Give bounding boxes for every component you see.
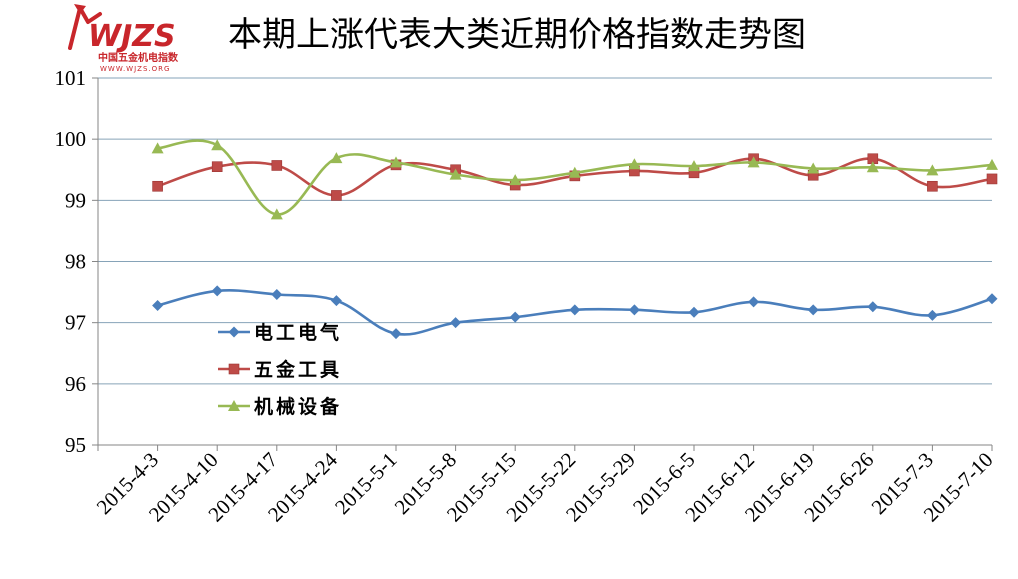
x-axis-ticks: 2015-4-32015-4-102015-4-172015-4-242015-…: [92, 447, 998, 526]
data-point: [628, 158, 641, 170]
data-point: [688, 160, 700, 172]
data-point: [152, 180, 163, 192]
legend-swatch-marker: [228, 363, 240, 375]
data-point: [747, 156, 760, 168]
data-point: [807, 162, 820, 174]
legend-item: 五金工具: [218, 358, 342, 381]
data-point: [271, 160, 283, 171]
series-3: [151, 139, 998, 220]
legend-label: 电工电气: [254, 321, 342, 344]
data-point: [866, 161, 879, 173]
series-group: [151, 139, 998, 340]
data-point: [926, 164, 939, 176]
legend-swatch-marker: [228, 400, 240, 411]
data-point: [331, 190, 342, 201]
data-point: [390, 156, 402, 168]
y-axis-ticks: 95 96 97 98 99 100 101: [55, 66, 87, 457]
data-point: [211, 139, 224, 151]
logo-arrow-icon: [68, 6, 102, 50]
data-point: [509, 174, 522, 186]
data-point: [211, 161, 223, 172]
data-point: [211, 285, 223, 297]
logo: WJZS 中国五金机电指数 WWW.WJZS.ORG: [68, 4, 179, 73]
x-tick-label: 2015-5-1: [330, 448, 401, 519]
y-tick-label: 95: [65, 433, 86, 457]
data-point: [926, 309, 938, 321]
data-point: [271, 289, 283, 301]
data-point: [986, 158, 998, 170]
legend-label: 五金工具: [254, 358, 342, 381]
data-point: [927, 180, 938, 192]
data-point: [449, 168, 462, 180]
y-tick-label: 97: [65, 311, 86, 335]
data-point: [450, 317, 462, 329]
data-point: [152, 300, 164, 312]
data-point: [390, 328, 402, 340]
axes: [92, 77, 993, 451]
y-tick-label: 96: [65, 372, 86, 396]
data-point: [867, 301, 879, 313]
data-point: [568, 166, 581, 178]
data-point: [986, 173, 998, 185]
y-tick-label: 100: [55, 127, 87, 151]
logo-subtitle: 中国五金机电指数: [98, 51, 179, 64]
data-point: [509, 311, 521, 323]
legend-item: 电工电气: [218, 321, 342, 344]
y-tick-label: 98: [65, 250, 86, 274]
data-point: [151, 142, 164, 154]
data-point: [986, 293, 998, 305]
legend-item: 机械设备: [218, 395, 342, 418]
data-point: [330, 295, 342, 307]
data-point: [270, 208, 283, 220]
data-point: [569, 304, 581, 316]
data-point: [330, 152, 343, 164]
data-point: [628, 304, 640, 316]
legend-swatch-marker: [228, 326, 240, 338]
logo-text: WJZS: [88, 19, 176, 54]
legend-label: 机械设备: [254, 395, 342, 418]
data-point: [748, 296, 760, 308]
y-tick-label: 101: [55, 66, 87, 90]
logo-arrowhead-icon: [74, 4, 86, 14]
chart-title: 本期上涨代表大类近期价格指数走势图: [228, 15, 806, 55]
data-point: [688, 306, 700, 318]
y-tick-label: 99: [65, 188, 86, 212]
gridlines: [98, 77, 992, 385]
data-point: [807, 304, 819, 316]
logo-url: WWW.WJZS.ORG: [100, 65, 170, 73]
series-1: [152, 285, 998, 340]
